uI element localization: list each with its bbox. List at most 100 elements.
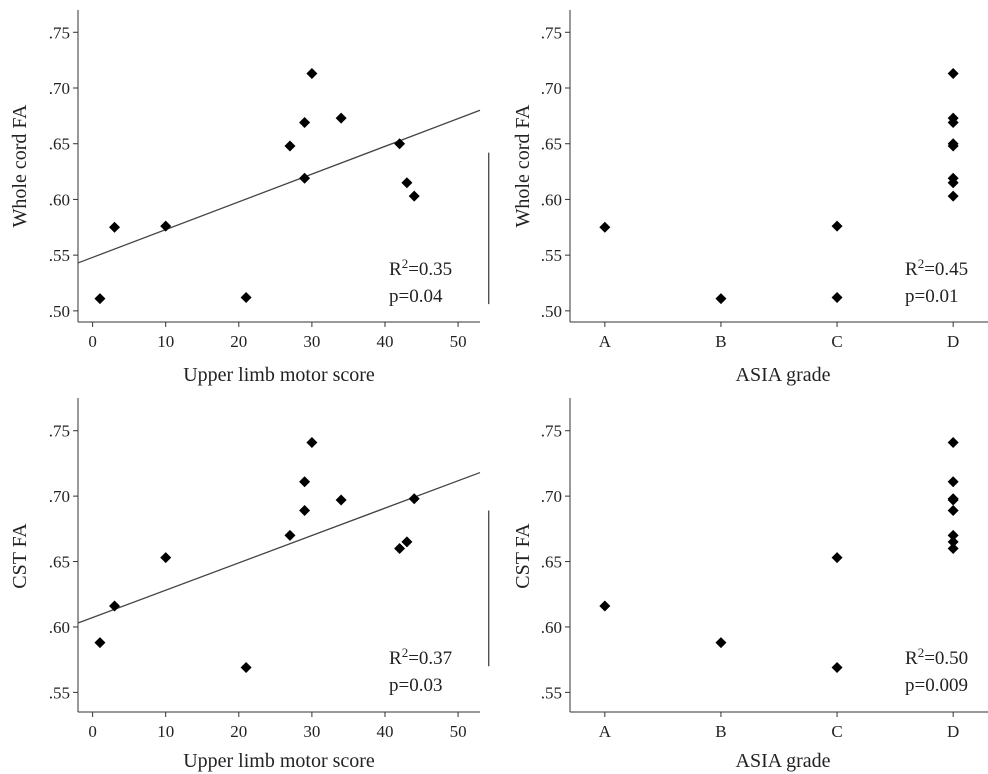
x-tick-label: A [599,332,612,351]
y-tick-label: .65 [541,553,562,572]
data-point-marker [335,112,347,124]
r-squared-annotation: R2=0.37 [389,645,452,669]
data-point-marker [335,494,347,506]
x-tick-label: 0 [88,332,97,351]
p-value-annotation: p=0.03 [389,675,442,696]
data-point-marker [947,117,959,129]
x-tick-label: 10 [157,332,174,351]
x-tick-label: C [831,332,842,351]
axes [77,10,480,323]
x-tick-label: 20 [230,722,247,741]
data-point-marker [109,221,121,233]
x-axis-label: ASIA grade [736,750,831,772]
y-tick-label: .60 [49,190,70,209]
points-group [94,68,420,305]
r-squared-value: =0.35 [408,259,452,280]
data-point-marker [715,293,727,305]
data-point-marker [240,662,252,674]
x-tick-label: 30 [303,332,320,351]
data-point-marker [831,220,843,232]
p-value-annotation: p=0.04 [389,286,443,307]
y-tick-label: .75 [541,23,562,42]
data-point-marker [299,172,311,184]
data-point-marker [947,476,959,488]
data-point-marker [299,476,311,488]
data-point-marker [715,637,727,649]
data-point-marker [947,190,959,202]
r-squared-value: =0.45 [924,259,968,280]
y-tick-label: .75 [49,23,70,42]
data-point-marker [947,436,959,448]
r-squared-superscript: 2 [918,645,925,660]
y-tick-label: .70 [49,487,70,506]
x-tick-label: D [947,722,959,741]
x-tick-label: B [715,722,726,741]
x-axis-label: ASIA grade [736,364,831,386]
data-point-marker [831,552,843,564]
points-group [599,436,959,674]
ticks: .55 .60 .65 .70 .75 0 10 20 30 40 50 [49,422,467,741]
y-axis-label: CST FA [9,523,31,589]
y-tick-label: .70 [541,79,562,98]
x-tick-label: C [831,722,842,741]
data-point-marker [831,662,843,674]
data-point-marker [160,552,172,564]
y-axis-label: Whole cord FA [512,104,534,227]
axes [569,10,988,323]
r-squared-annotation: R2=0.35 [389,256,452,280]
r-squared-annotation: R2=0.45 [905,256,968,280]
y-tick-label: .70 [541,487,562,506]
data-point-marker [299,505,311,517]
data-point-marker [947,529,959,541]
panel-asia-grade-vs-whole-cord-fa: .50 .55 .60 .65 .70 .75 A B C D ASIA grade Whole … [488,10,988,386]
regression-line [77,109,481,264]
panel-asia-grade-vs-cst-fa: .55 .60 .65 .70 .75 A B C D ASIA grade CST FA R2… [488,398,988,772]
data-point-marker [284,140,296,152]
data-point-marker [599,221,611,233]
x-tick-label: 30 [303,722,320,741]
data-point-marker [306,436,318,448]
axes [569,398,988,713]
r-squared-superscript: 2 [402,256,409,271]
x-tick-label: 50 [450,332,467,351]
points-group [599,68,959,305]
data-point-marker [306,68,318,80]
regression-line [77,471,481,624]
data-point-marker [408,190,420,202]
y-tick-label: .60 [541,618,562,637]
data-point-marker [394,138,406,150]
data-point-marker [947,68,959,80]
ticks: .50 .55 .60 .65 .70 .75 A B C D [541,23,960,351]
y-tick-label: .70 [49,79,70,98]
r-squared-superscript: 2 [402,645,409,660]
y-tick-label: .65 [541,135,562,154]
data-point-marker [947,542,959,554]
x-tick-label: 20 [230,332,247,351]
r-squared-value: =0.50 [924,648,968,669]
points-group [94,436,420,674]
y-tick-label: .65 [49,553,70,572]
r-squared-symbol: R [905,259,918,280]
r-squared-superscript: 2 [918,256,925,271]
data-point-marker [831,291,843,303]
x-tick-label: 40 [376,722,393,741]
data-point-marker [94,637,106,649]
x-tick-label: A [599,722,612,741]
x-tick-label: 10 [157,722,174,741]
data-point-marker [284,529,296,541]
x-tick-label: 40 [376,332,393,351]
fit-line-group [77,109,481,264]
x-tick-label: B [715,332,726,351]
data-point-marker [947,536,959,548]
data-point-marker [299,117,311,129]
y-tick-label: .75 [49,422,70,441]
data-point-marker [947,177,959,189]
r-squared-value: =0.37 [408,648,452,669]
data-point-marker [94,293,106,305]
y-tick-label: .55 [541,683,562,702]
y-tick-label: .60 [49,618,70,637]
data-point-marker [599,600,611,612]
y-tick-label: .65 [49,135,70,154]
axes [77,398,480,713]
